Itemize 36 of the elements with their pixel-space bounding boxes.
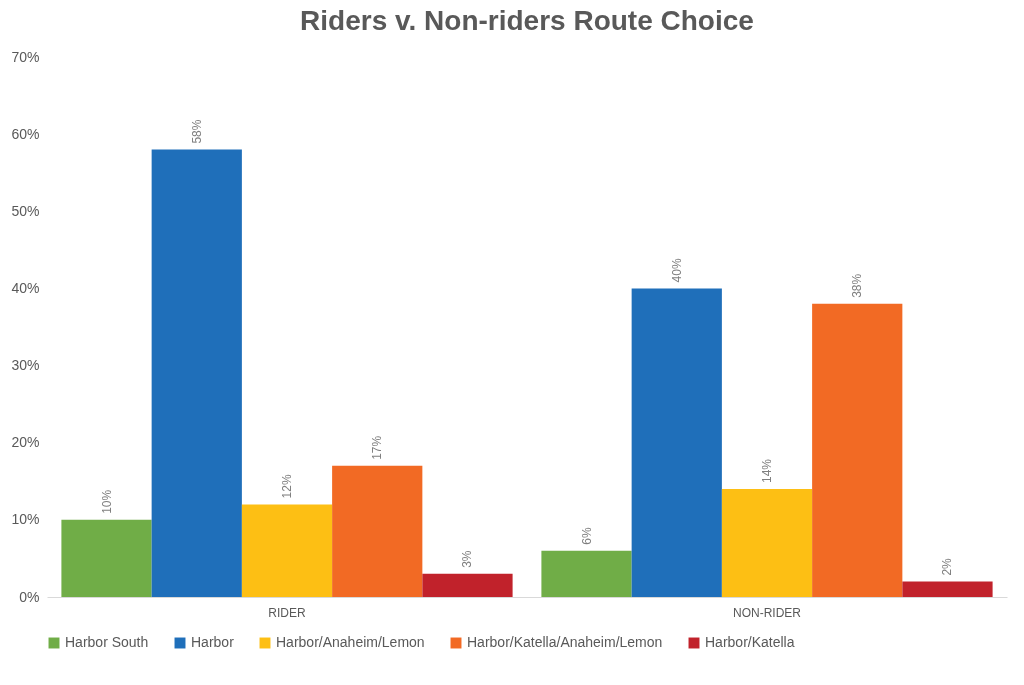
x-tick-label: RIDER — [268, 605, 306, 620]
data-label: 12% — [280, 474, 294, 499]
bar — [721, 489, 813, 597]
bar — [151, 149, 242, 597]
legend-label: Harbor/Katella — [705, 634, 795, 650]
bar — [812, 303, 903, 597]
bar — [541, 550, 632, 597]
y-tick-label: 20% — [11, 434, 40, 451]
bar — [332, 465, 423, 597]
bar — [61, 519, 152, 597]
data-label: 38% — [850, 273, 865, 298]
legend-label: Harbor South — [65, 634, 149, 650]
chart-title: Riders v. Non-riders Route Choice — [300, 5, 754, 36]
legend-label: Harbor — [191, 634, 235, 650]
data-label: 17% — [370, 435, 385, 460]
data-label: 6% — [579, 527, 594, 545]
bar — [902, 581, 993, 597]
data-label: 14% — [760, 458, 774, 483]
data-label: 3% — [460, 550, 475, 568]
y-tick-label: 40% — [11, 279, 40, 296]
y-tick-label: 30% — [11, 357, 40, 374]
data-label: 40% — [669, 258, 684, 283]
y-tick-label: 70% — [11, 48, 40, 65]
y-tick-label: 60% — [11, 125, 40, 142]
bar — [631, 288, 722, 597]
legend-label: Harbor/Katella/Anaheim/Lemon — [467, 634, 663, 650]
data-label: 58% — [189, 119, 204, 144]
bar — [241, 504, 333, 597]
data-label: 2% — [940, 557, 955, 576]
x-tick-label: NON-RIDER — [733, 605, 802, 620]
y-tick-label: 10% — [11, 511, 40, 528]
legend-label: Harbor/Anaheim/Lemon — [276, 634, 425, 650]
y-tick-label: 50% — [11, 202, 40, 219]
bar — [422, 573, 513, 597]
y-tick-label: 0% — [19, 588, 40, 605]
data-label: 10% — [99, 489, 114, 514]
